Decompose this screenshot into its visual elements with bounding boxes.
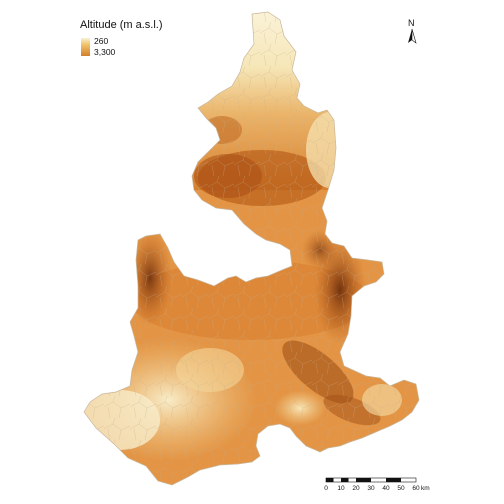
legend-title: Altitude (m a.s.l.)	[80, 19, 163, 31]
scale-tick-label: 10	[337, 485, 345, 492]
scale-tick-label: 60	[412, 485, 420, 492]
scale-tick-label: 50	[397, 485, 405, 492]
scale-tick-label: 30	[367, 485, 375, 492]
scale-unit-label: km	[421, 485, 430, 492]
scale-tick-label: 40	[382, 485, 390, 492]
legend-gradient-swatch	[81, 38, 90, 56]
legend-min-label: 3,300	[94, 47, 116, 57]
legend-max-label: 260	[94, 36, 108, 46]
scale-tick-label: 20	[352, 485, 360, 492]
north-arrow: N	[408, 18, 417, 44]
legend: Altitude (m a.s.l.) 260 3,300	[80, 19, 163, 57]
north-arrow-icon	[408, 28, 417, 44]
scale-tick-label: 0	[324, 485, 328, 492]
scale-bar: 0 10 20 30 40 50 60 km	[324, 477, 430, 492]
north-label: N	[408, 18, 415, 28]
